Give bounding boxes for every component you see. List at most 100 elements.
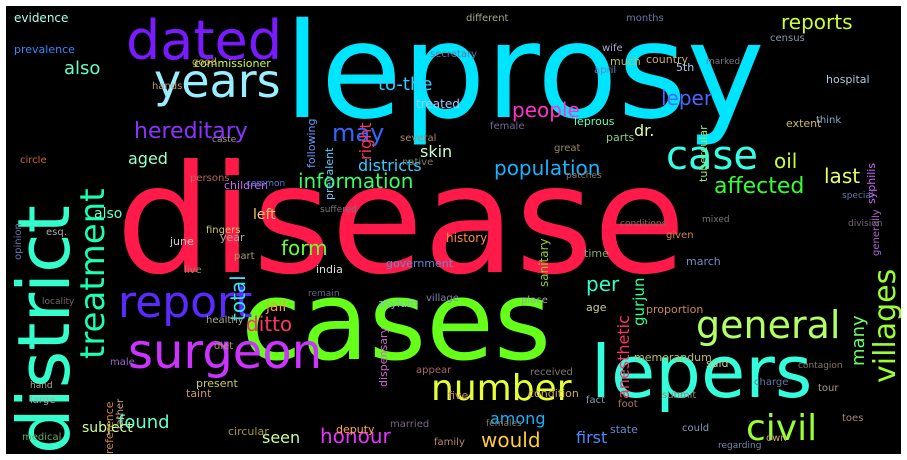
word-foot: foot	[618, 399, 638, 410]
word-following: following	[305, 118, 318, 169]
word-april: april	[594, 65, 617, 76]
word-right: right	[356, 122, 375, 160]
word-opinion: opinion	[13, 222, 24, 260]
word-dated: dated	[126, 9, 283, 72]
word-medical: medical	[22, 432, 62, 443]
word-extent: extent	[786, 117, 822, 130]
word-part: part	[234, 251, 255, 262]
word-mixed: mixed	[702, 215, 730, 225]
word-circular: circular	[228, 425, 269, 438]
word-asylum: asylum	[378, 297, 418, 310]
word-affected: affected	[714, 174, 805, 199]
word-hands: hands	[152, 81, 183, 92]
word-male: male	[110, 357, 135, 368]
word-caste: caste	[212, 135, 237, 145]
word-report: report	[118, 277, 253, 328]
word-last: last	[824, 164, 861, 188]
word-prevalence: prevalence	[14, 43, 75, 56]
word-time: time	[584, 247, 609, 260]
word-cloud: disease leprosy cases lepers district dated ye…	[6, 6, 901, 454]
word-taint: taint	[186, 387, 212, 400]
word-remain: remain	[308, 289, 340, 299]
word-state: state	[610, 423, 638, 436]
word-prevalent: prevalent	[323, 148, 336, 201]
word-government: government	[386, 257, 454, 270]
word-different: different	[466, 13, 509, 24]
word-think: think	[816, 115, 842, 126]
word-conditions: conditions	[620, 219, 667, 229]
word-india: india	[316, 263, 343, 276]
word-case: case	[666, 133, 758, 179]
word-persons: persons	[190, 173, 230, 184]
word-population: population	[494, 156, 601, 180]
word-regarding: regarding	[718, 441, 762, 451]
word-also: also	[94, 206, 123, 222]
word-lepers: lepers	[591, 330, 813, 414]
word-dr-: dr.	[634, 121, 655, 140]
word-memorandum: memorandum	[634, 351, 712, 364]
word-own: own	[766, 433, 787, 444]
word-months: months	[626, 13, 664, 24]
word-jail: jail	[266, 299, 287, 315]
word-country: country	[646, 53, 689, 66]
word-leprous: leprous	[574, 115, 615, 128]
word-disease: disease	[116, 134, 686, 308]
word-hospital: hospital	[826, 73, 870, 86]
word-live: live	[184, 265, 202, 276]
word-evidence: evidence	[14, 11, 69, 25]
word-could: could	[682, 423, 710, 434]
word-given: given	[666, 230, 694, 241]
word-hereditary: hereditary	[134, 119, 248, 144]
word-also: also	[64, 58, 101, 79]
word-found: found	[118, 412, 170, 433]
word-form: form	[281, 236, 328, 260]
word-first: first	[576, 428, 608, 447]
word-much: much	[610, 55, 641, 68]
word-dispensary: dispensary	[377, 326, 390, 387]
word-per: per	[586, 272, 620, 296]
word-left: left	[253, 207, 276, 223]
word-generally: generally	[871, 208, 882, 256]
word-gurjun: gurjun	[630, 277, 648, 326]
word-patches: patches	[566, 171, 602, 181]
word-charge: charge	[754, 377, 789, 388]
word-would: would	[481, 428, 541, 452]
word-march: march	[686, 255, 721, 268]
word-special: special	[842, 191, 874, 201]
word-leper: leper	[661, 86, 713, 110]
word-healthy: healthy	[206, 315, 244, 326]
word-good: good	[192, 57, 217, 68]
word-village: village	[426, 293, 459, 304]
word-deputy: deputy	[336, 423, 375, 436]
word-submit: submit	[662, 390, 697, 401]
word-marked: marked	[706, 57, 741, 67]
word-among: among	[490, 409, 546, 428]
word-several: several	[400, 133, 437, 144]
word-general: general	[696, 303, 841, 347]
word-years: years	[154, 54, 281, 108]
word-many: many	[848, 314, 869, 366]
word-leprosy: leprosy	[284, 6, 765, 149]
word-commissioner: commissioner	[194, 57, 271, 70]
word-villages: villages	[868, 268, 901, 383]
word-large: large	[30, 395, 56, 406]
word-people: people	[512, 98, 580, 122]
word-civil: civil	[746, 408, 818, 449]
word-secretary: secretary	[430, 49, 477, 60]
word-place: place	[521, 295, 548, 306]
word-year: year	[220, 231, 245, 244]
word-ditto: ditto	[246, 312, 293, 336]
word-condition: condition	[528, 387, 579, 400]
word-fact: fact	[586, 395, 606, 406]
word-parts: parts	[606, 131, 635, 144]
word-tour: tour	[818, 383, 839, 394]
word-information: information	[298, 169, 414, 193]
word-great: great	[554, 143, 581, 154]
word-5th: 5th	[676, 61, 695, 74]
word-history: history	[446, 231, 488, 245]
word-said: said	[706, 357, 729, 370]
word-common: common	[246, 179, 286, 189]
word-family: family	[434, 437, 465, 448]
word-esq-: esq.	[46, 227, 67, 238]
word-census: census	[770, 33, 805, 44]
